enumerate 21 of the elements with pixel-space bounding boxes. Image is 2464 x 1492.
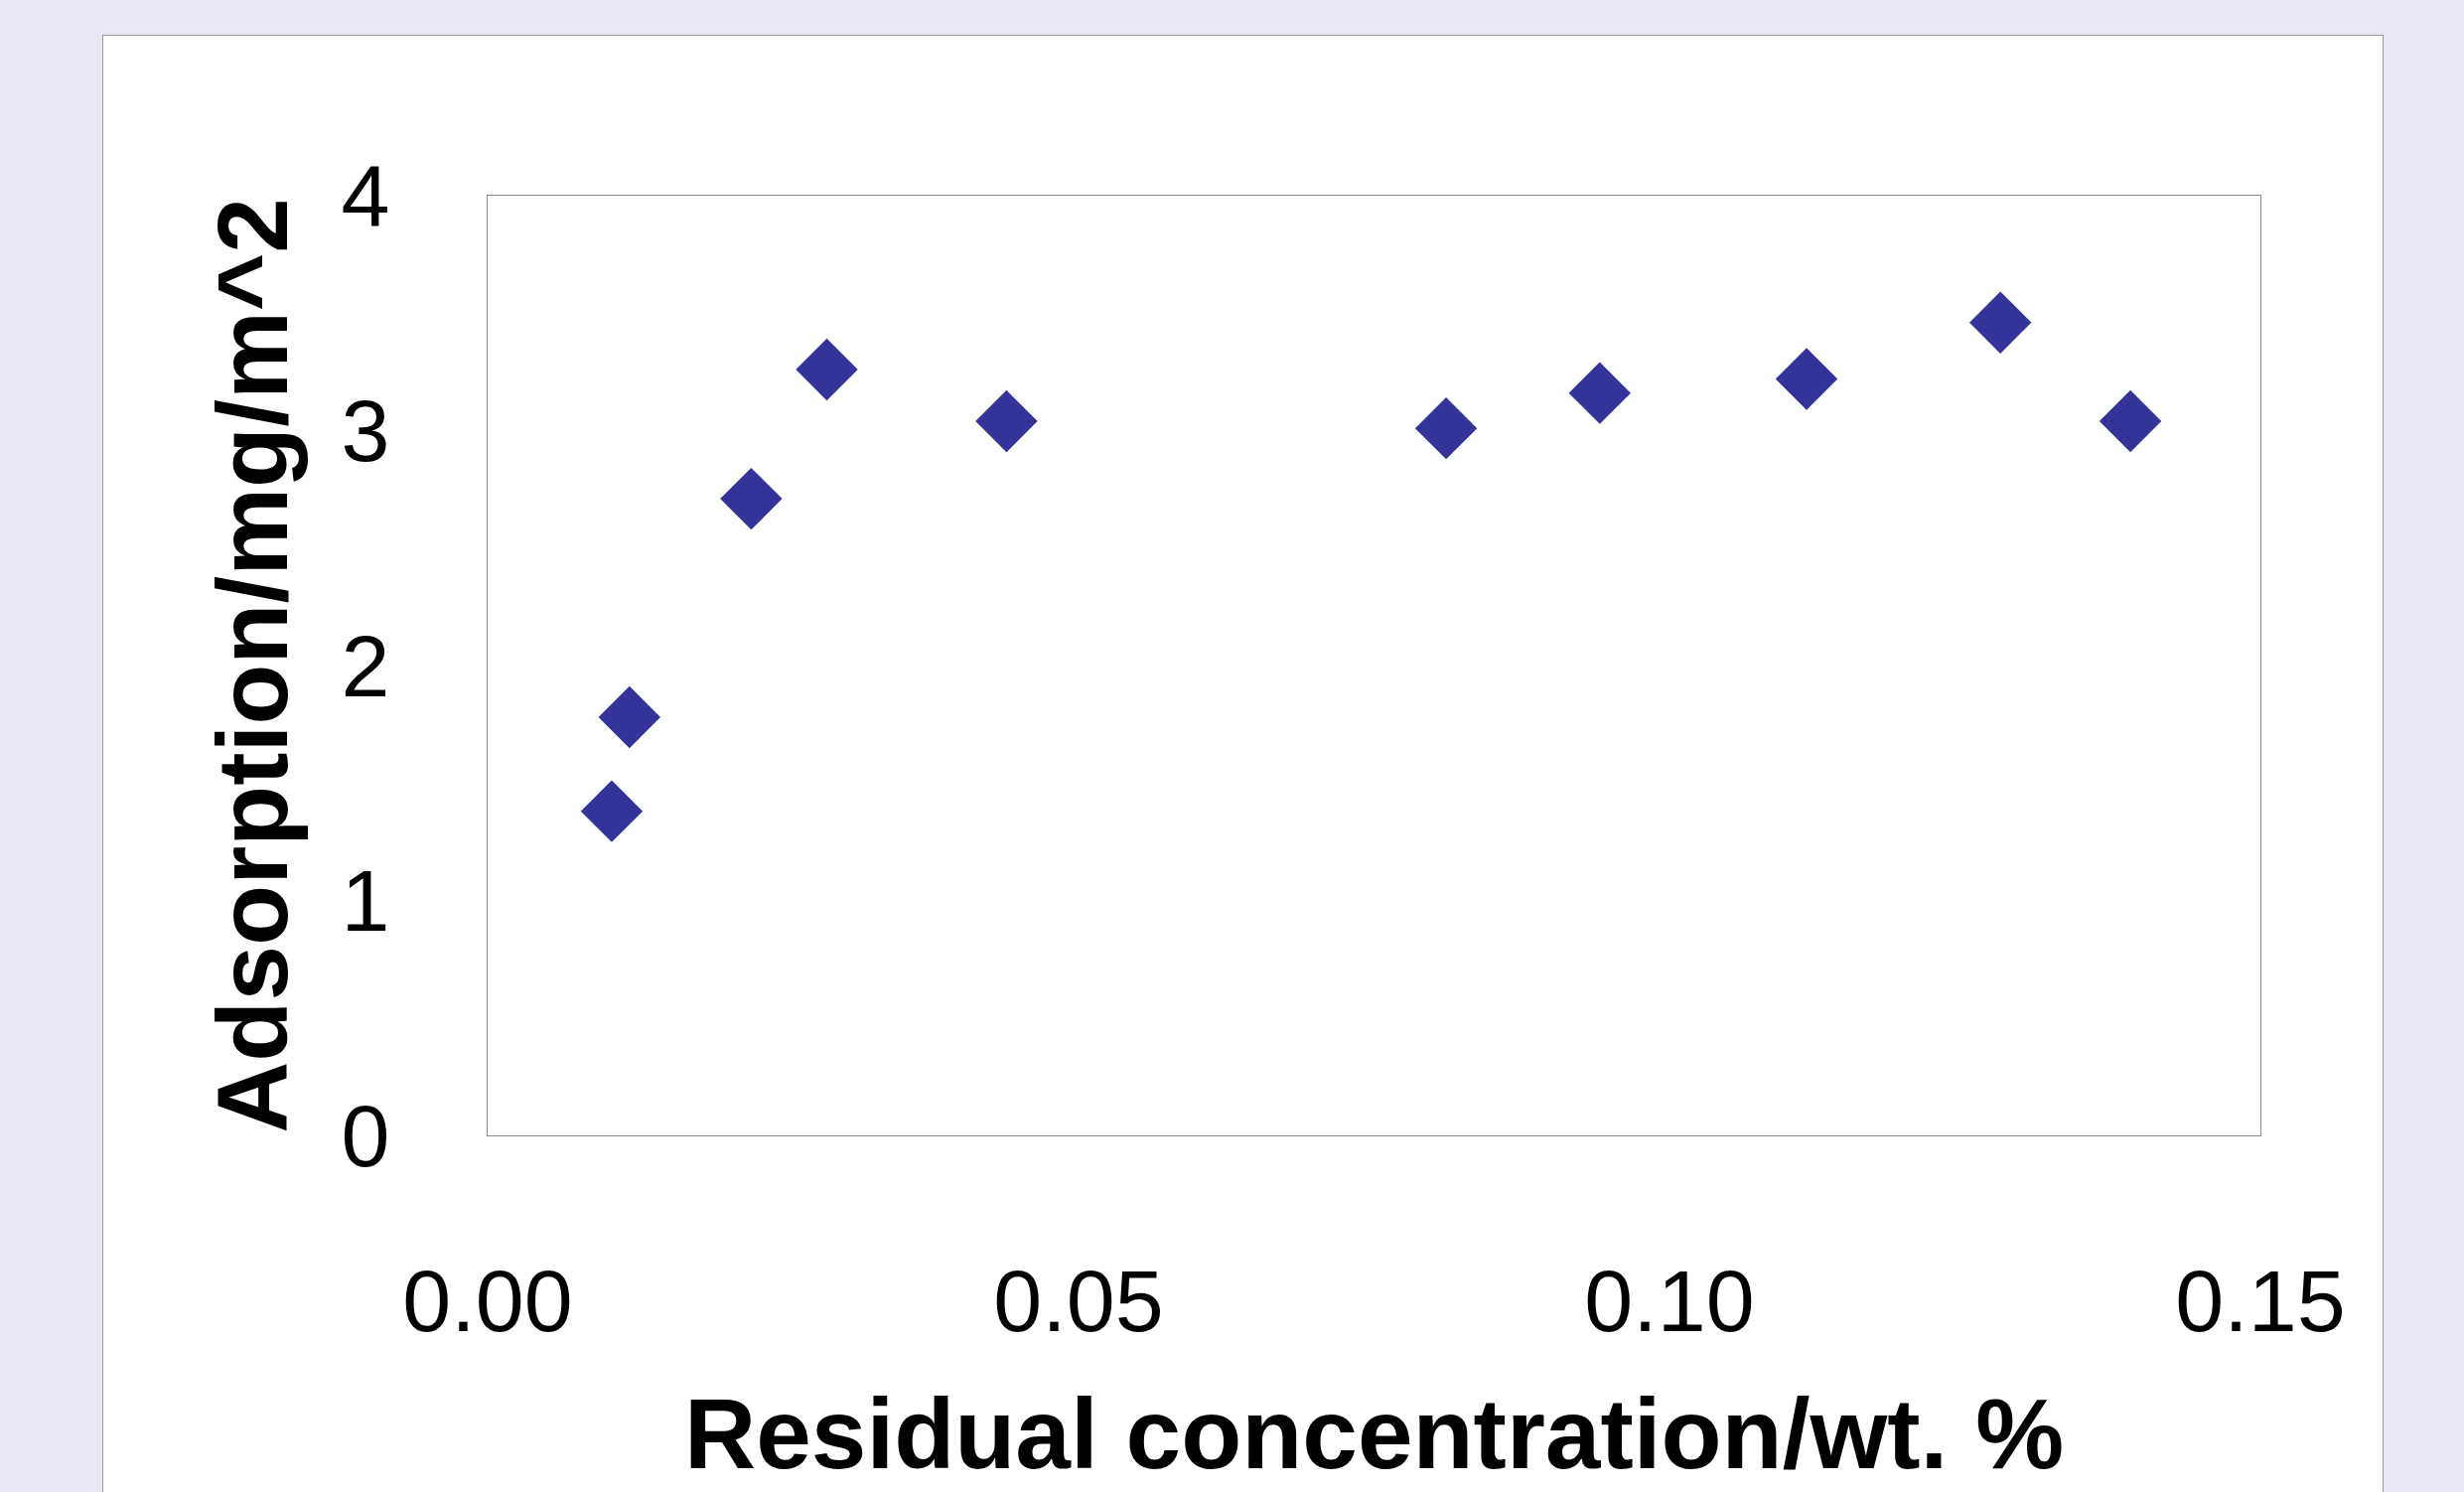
point: [720, 467, 783, 530]
x-tick-label: 0.15: [2175, 1251, 2346, 1350]
point: [1414, 396, 1478, 460]
y-tick-label: 2: [341, 616, 390, 715]
point: [796, 338, 858, 401]
point: [1775, 348, 1838, 410]
x-tick-label: 0.10: [1584, 1251, 1755, 1350]
y-tick-label: 0: [341, 1086, 390, 1185]
point: [2099, 389, 2162, 453]
point: [975, 389, 1038, 453]
y-axis-title: Adsorption/mg/m^2: [196, 198, 308, 1133]
y-tick-label: 1: [341, 851, 390, 951]
y-tick-label: 4: [341, 146, 390, 245]
x-tick-label: 0.00: [402, 1251, 573, 1350]
y-tick-label: 3: [341, 381, 390, 481]
point: [598, 685, 660, 749]
point: [1969, 291, 2032, 354]
x-tick-label: 0.05: [993, 1251, 1164, 1350]
point: [580, 780, 644, 842]
x-axis-title: Residual concentration/wt. %: [683, 1378, 2065, 1490]
point: [1568, 362, 1631, 424]
